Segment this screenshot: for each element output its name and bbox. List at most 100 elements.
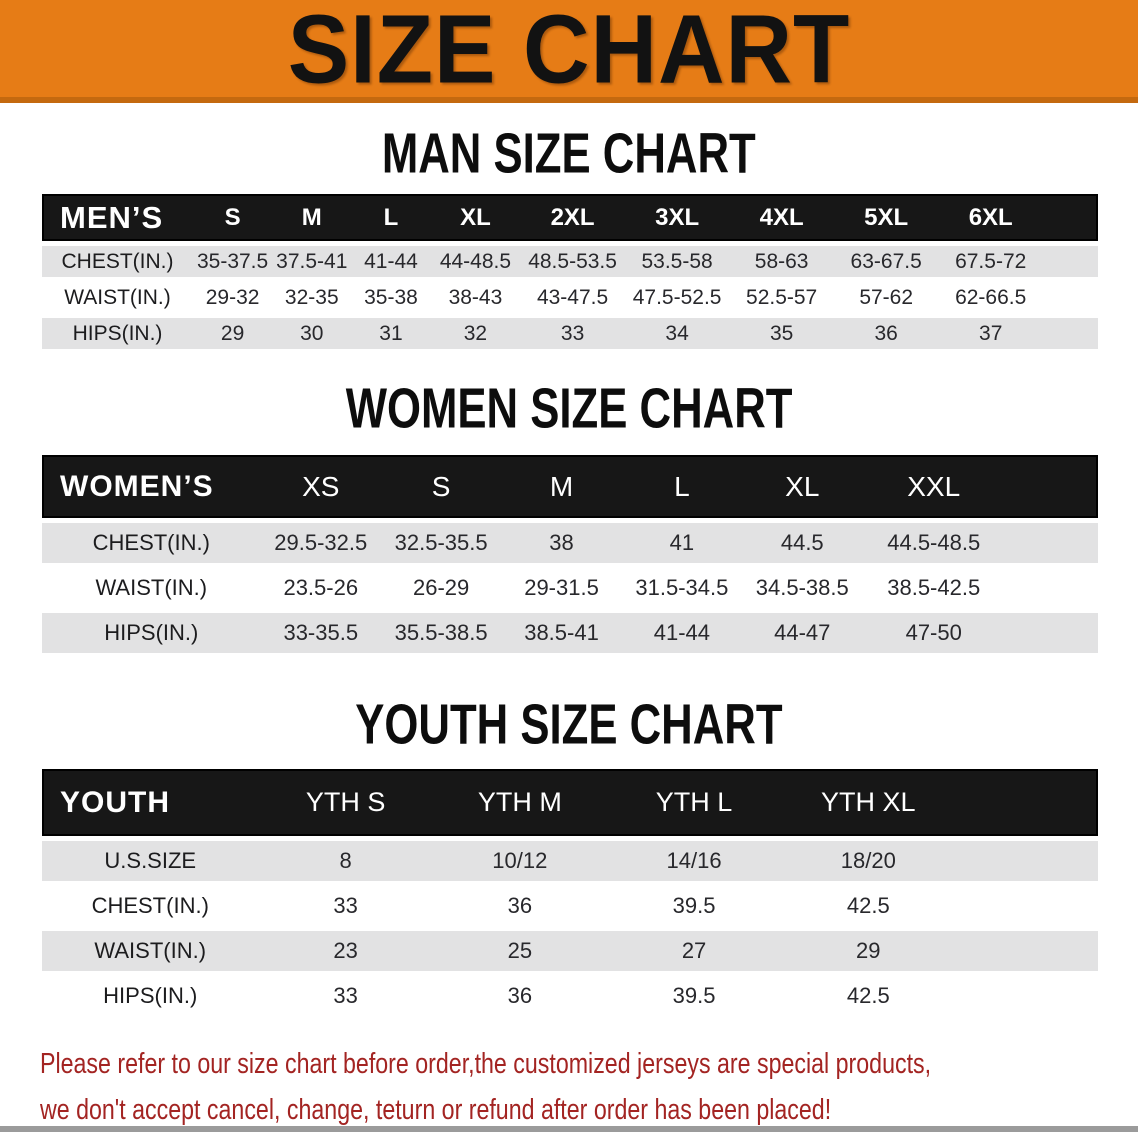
size-value-cell: 8 (258, 841, 433, 881)
row-label: CHEST(IN.) (42, 246, 193, 277)
table-row: HIPS(IN.) 33 36 39.5 42.5 (42, 976, 1098, 1016)
size-value-cell: 38.5-42.5 (862, 568, 1005, 608)
women-section-heading: WOMEN SIZE CHART (0, 376, 1138, 440)
size-value-cell: 43-47.5 (520, 282, 625, 313)
size-value-cell: 33 (258, 976, 433, 1016)
table-header-row: YOUTH YTH S YTH M YTH L YTH XL (42, 769, 1098, 836)
row-label: HIPS(IN.) (42, 318, 193, 349)
size-value-cell: 33-35.5 (260, 613, 381, 653)
size-value-cell: 52.5-57 (729, 282, 834, 313)
size-value-cell: 44.5-48.5 (862, 523, 1005, 563)
men-section-heading: MAN SIZE CHART (0, 121, 1138, 185)
row-filler-cell (1005, 613, 1098, 653)
row-label: WAIST(IN.) (42, 931, 259, 971)
size-column-header: 6XL (938, 194, 1043, 241)
size-value-cell: 32-35 (272, 282, 352, 313)
size-value-cell: 23.5-26 (260, 568, 381, 608)
size-value-cell: 33 (258, 886, 433, 926)
size-value-cell: 48.5-53.5 (520, 246, 625, 277)
table-row: U.S.SIZE 8 10/12 14/16 18/20 (42, 841, 1098, 881)
size-column-header: XS (260, 455, 381, 518)
size-value-cell: 39.5 (606, 976, 782, 1016)
row-filler-cell (1042, 318, 1098, 349)
size-column-header: S (380, 455, 502, 518)
size-value-cell: 42.5 (781, 886, 956, 926)
row-label: CHEST(IN.) (42, 523, 261, 563)
size-chart-banner: SIZE CHART (0, 0, 1138, 103)
size-value-cell: 63-67.5 (833, 246, 939, 277)
size-value-cell: 35.5-38.5 (380, 613, 502, 653)
size-column-header: YTH M (432, 769, 607, 836)
size-value-cell: 10/12 (432, 841, 607, 881)
youth-section-heading: YOUTH SIZE CHART (0, 696, 1138, 752)
row-label: WAIST(IN.) (42, 282, 193, 313)
size-value-cell: 35-37.5 (193, 246, 273, 277)
table-row: WAIST(IN.) 23 25 27 29 (42, 931, 1098, 971)
size-value-cell: 58-63 (729, 246, 834, 277)
row-label: WAIST(IN.) (42, 568, 261, 608)
size-value-cell: 35-38 (351, 282, 431, 313)
size-value-cell: 47-50 (862, 613, 1005, 653)
table-row: CHEST(IN.) 35-37.5 37.5-41 41-44 44-48.5 48.5… (42, 246, 1098, 277)
size-value-cell: 34 (624, 318, 730, 349)
size-value-cell: 31.5-34.5 (621, 568, 743, 608)
size-column-header: 5XL (833, 194, 939, 241)
table-row: HIPS(IN.) 33-35.5 35.5-38.5 38.5-41 41-44 44-… (42, 613, 1098, 653)
row-filler-cell (955, 976, 1098, 1016)
size-value-cell: 38.5-41 (501, 613, 622, 653)
size-column-header: XL (430, 194, 521, 241)
size-column-header: XL (742, 455, 863, 518)
size-value-cell: 67.5-72 (938, 246, 1043, 277)
table-header-row: MEN’S S M L XL 2XL 3XL 4XL 5XL 6XL (42, 194, 1098, 241)
size-value-cell: 38 (501, 523, 622, 563)
row-label: HIPS(IN.) (42, 613, 261, 653)
size-column-header: M (501, 455, 622, 518)
size-value-cell: 41-44 (351, 246, 431, 277)
row-label: U.S.SIZE (42, 841, 259, 881)
youth-size-table: YOUTH YTH S YTH M YTH L YTH XL U.S.SIZE 8 10/12… (42, 764, 1098, 1021)
banner-title: SIZE CHART (287, 0, 851, 103)
size-value-cell: 42.5 (781, 976, 956, 1016)
size-value-cell: 14/16 (606, 841, 782, 881)
table-row: CHEST(IN.) 29.5-32.5 32.5-35.5 38 41 44.5 44.5… (42, 523, 1098, 563)
size-value-cell: 29-31.5 (501, 568, 622, 608)
women-section-heading-text: WOMEN SIZE CHART (345, 376, 793, 440)
size-value-cell: 44.5 (742, 523, 863, 563)
size-value-cell: 37.5-41 (272, 246, 352, 277)
men-size-table: MEN’S S M L XL 2XL 3XL 4XL 5XL 6XL CHEST(IN.) 35-37… (42, 189, 1098, 354)
size-column-header: 2XL (520, 194, 625, 241)
size-value-cell: 39.5 (606, 886, 782, 926)
row-filler-cell (1042, 282, 1098, 313)
size-value-cell: 27 (606, 931, 782, 971)
size-value-cell: 37 (938, 318, 1043, 349)
size-column-header: YTH S (258, 769, 433, 836)
row-filler-cell (1005, 523, 1098, 563)
size-value-cell: 44-48.5 (430, 246, 521, 277)
size-value-cell: 47.5-52.5 (624, 282, 730, 313)
table-row: WAIST(IN.) 23.5-26 26-29 29-31.5 31.5-34.5 34… (42, 568, 1098, 608)
size-column-header: YTH L (606, 769, 782, 836)
size-value-cell: 31 (351, 318, 431, 349)
table-title-cell: WOMEN’S (42, 455, 261, 518)
size-value-cell: 29.5-32.5 (260, 523, 381, 563)
row-filler-cell (955, 886, 1098, 926)
women-size-table: WOMEN’S XS S M L XL XXL CHEST(IN.) 29.5-32.5 32.5… (42, 450, 1098, 658)
size-value-cell: 41 (621, 523, 743, 563)
size-value-cell: 44-47 (742, 613, 863, 653)
row-filler-cell (1005, 568, 1098, 608)
men-section-heading-text: MAN SIZE CHART (382, 121, 756, 185)
size-value-cell: 62-66.5 (938, 282, 1043, 313)
table-row: WAIST(IN.) 29-32 32-35 35-38 38-43 43-47.5 47.… (42, 282, 1098, 313)
row-filler-cell (1042, 246, 1098, 277)
size-value-cell: 29 (193, 318, 273, 349)
size-value-cell: 18/20 (781, 841, 956, 881)
table-title-cell: YOUTH (42, 769, 259, 836)
size-column-header: 4XL (729, 194, 834, 241)
header-filler-cell (1042, 194, 1098, 241)
size-column-header: L (621, 455, 743, 518)
size-value-cell: 29-32 (193, 282, 273, 313)
table-row: HIPS(IN.) 29 30 31 32 33 34 35 36 37 (42, 318, 1098, 349)
size-value-cell: 36 (432, 976, 607, 1016)
bottom-edge-bar (0, 1126, 1138, 1132)
table-row: CHEST(IN.) 33 36 39.5 42.5 (42, 886, 1098, 926)
